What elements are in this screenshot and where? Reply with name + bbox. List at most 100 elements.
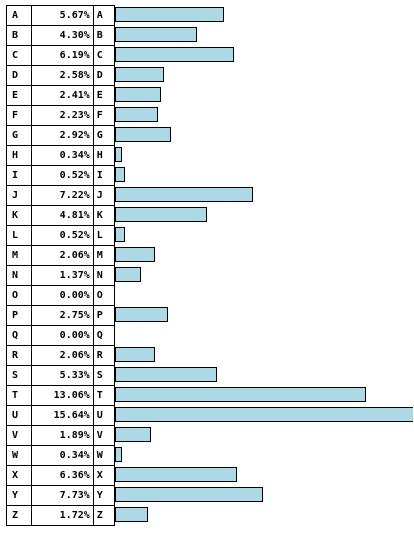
value-label: 7.22% [30,185,94,206]
value-label: 2.92% [30,125,94,146]
category-label-repeat: V [92,425,115,446]
value-label: 6.36% [30,465,94,486]
category-label-repeat: P [92,305,115,326]
value-label: 13.06% [30,385,94,406]
bar [114,206,207,222]
bar-cell [114,366,413,386]
table-row: B 4.30% B [6,25,414,46]
bar [114,66,164,82]
category-label-repeat: S [92,365,115,386]
bar [114,106,158,122]
bar [114,426,151,442]
category-label: B [6,25,32,46]
bar-cell [114,206,413,226]
category-label: M [6,245,32,266]
bar [114,406,414,422]
bar-cell [114,426,413,446]
category-label: D [6,65,32,86]
table-row: P 2.75% P [6,305,414,326]
category-label-repeat: Z [92,505,115,526]
bar [114,466,237,482]
value-label: 0.52% [30,165,94,186]
bar [114,126,171,142]
table-row: I 0.52% I [6,165,414,186]
category-label: G [6,125,32,146]
table-row: R 2.06% R [6,345,414,366]
bar-cell [114,346,413,366]
value-label: 1.89% [30,425,94,446]
category-label: J [6,185,32,206]
category-label-repeat: C [92,45,115,66]
bar [114,506,148,522]
frequency-table: A 5.67% A B 4.30% B C 6.19% C D 2.58% D E 2.41% E F 2.23… [6,5,414,526]
table-row: F 2.23% F [6,105,414,126]
value-label: 0.00% [30,325,94,346]
category-label: N [6,265,32,286]
table-row: Z 1.72% Z [6,505,414,526]
table-row: L 0.52% L [6,225,414,246]
category-label: R [6,345,32,366]
value-label: 6.19% [30,45,94,66]
category-label-repeat: M [92,245,115,266]
category-label: Z [6,505,32,526]
value-label: 0.00% [30,285,94,306]
category-label: Y [6,485,32,506]
table-row: Q 0.00% Q [6,325,414,346]
frequency-table-body: A 5.67% A B 4.30% B C 6.19% C D 2.58% D E 2.41% E F 2.23… [6,5,414,526]
bar-cell [114,446,413,466]
category-label-repeat: D [92,65,115,86]
category-label: A [6,5,32,26]
bar-cell [114,46,413,66]
category-label-repeat: K [92,205,115,226]
table-row: U 15.64% U [6,405,414,426]
category-label-repeat: X [92,465,115,486]
bar-cell [114,6,413,26]
category-label: C [6,45,32,66]
category-label: I [6,165,32,186]
bar [114,306,168,322]
table-row: C 6.19% C [6,45,414,66]
category-label-repeat: O [92,285,115,306]
category-label: F [6,105,32,126]
category-label-repeat: U [92,405,115,426]
bar [114,26,197,42]
value-label: 2.23% [30,105,94,126]
category-label-repeat: E [92,85,115,106]
value-label: 7.73% [30,485,94,506]
bar-cell [114,146,413,166]
bar-cell [114,66,413,86]
category-label: W [6,445,32,466]
category-label-repeat: Y [92,485,115,506]
value-label: 2.06% [30,345,94,366]
bar-cell [114,226,413,246]
bar [114,6,224,22]
table-row: W 0.34% W [6,445,414,466]
table-row: J 7.22% J [6,185,414,206]
bar [114,166,125,182]
value-label: 5.33% [30,365,94,386]
category-label-repeat: N [92,265,115,286]
bar-cell [114,506,413,526]
bar [114,146,122,162]
category-label-repeat: A [92,5,115,26]
category-label: K [6,205,32,226]
bar-cell [114,186,413,206]
value-label: 4.81% [30,205,94,226]
bar [114,346,155,362]
bar-cell [114,106,413,126]
bar-cell [114,166,413,186]
value-label: 2.75% [30,305,94,326]
bar-cell [114,326,413,346]
bar [114,386,366,402]
bar [114,186,253,202]
category-label: X [6,465,32,486]
bar-cell [114,306,413,326]
category-label: O [6,285,32,306]
category-label: P [6,305,32,326]
table-row: E 2.41% E [6,85,414,106]
bar [114,486,263,502]
value-label: 5.67% [30,5,94,26]
bar [114,366,217,382]
bar [114,226,125,242]
category-label: U [6,405,32,426]
